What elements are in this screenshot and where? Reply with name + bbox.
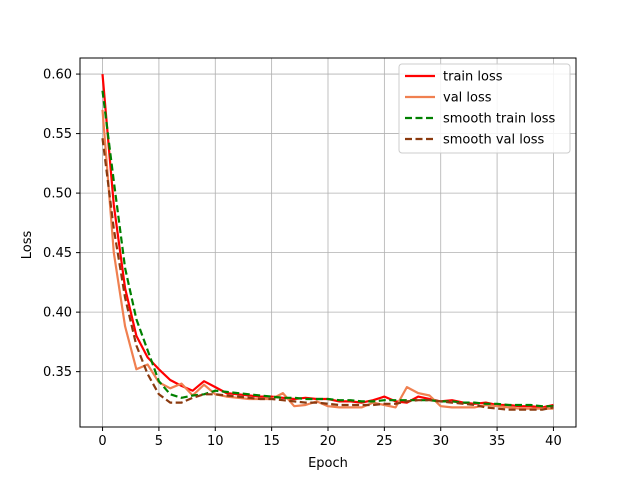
x-tick-label: 40 [545, 434, 562, 449]
series-line-4 [101, 138, 554, 411]
legend-label: val loss [443, 91, 492, 106]
series-line-3 [101, 90, 554, 408]
x-tick-label: 30 [432, 434, 449, 449]
x-tick-label: 25 [376, 434, 393, 449]
y-tick-label: 0.35 [43, 365, 72, 380]
x-tick-label: 15 [263, 434, 280, 449]
legend-label: train loss [443, 70, 503, 85]
series-lines [101, 74, 554, 411]
x-tick-label: 0 [98, 434, 106, 449]
x-axis-label: Epoch [308, 456, 348, 471]
x-tick-label: 5 [155, 434, 163, 449]
legend-box [398, 63, 571, 154]
x-tick-label: 35 [489, 434, 506, 449]
y-tick-label: 0.55 [43, 127, 72, 142]
axes: 0 5 10 15 20 25 30 35 40 0.35 0.40 0.45 0.50 0.55 0.60 [43, 57, 577, 449]
y-axis-label: Loss [20, 231, 35, 260]
y-tick-label: 0.45 [43, 246, 72, 261]
y-tick-label: 0.40 [43, 306, 72, 321]
legend-label: smooth train loss [443, 112, 556, 127]
x-tick-label: 20 [320, 434, 337, 449]
y-tick-label: 0.50 [43, 187, 72, 202]
legend-label: smooth val loss [443, 133, 545, 148]
y-tick-label: 0.60 [43, 68, 72, 83]
legend: train loss val loss smooth train loss smoot… [398, 63, 571, 154]
x-tick-label: 10 [207, 434, 224, 449]
